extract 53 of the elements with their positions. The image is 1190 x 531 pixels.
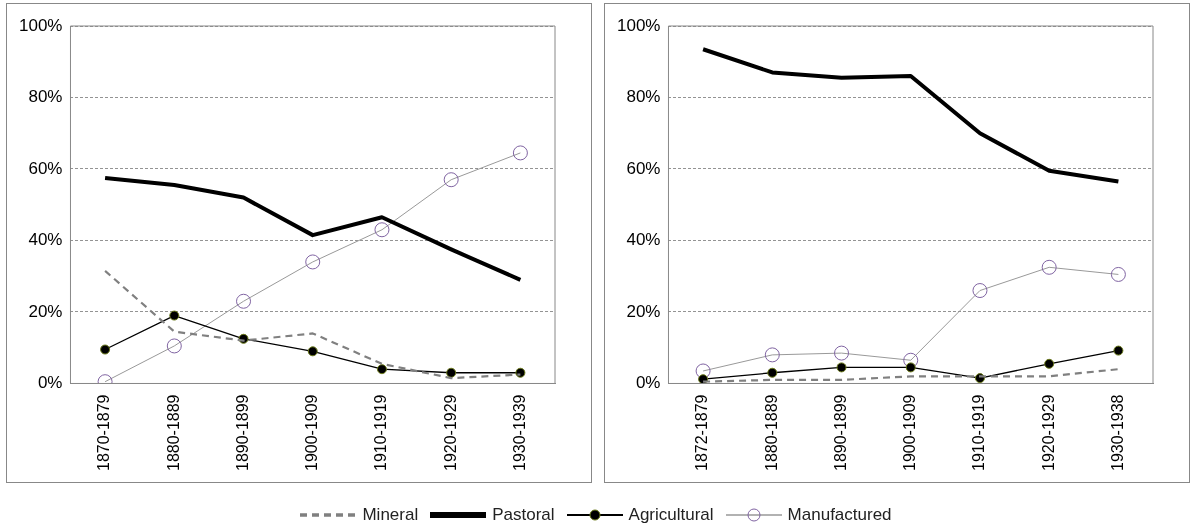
point bbox=[1044, 358, 1055, 369]
y-tick-label: 40% bbox=[28, 230, 63, 250]
x-tick-label: 1910-1919 bbox=[970, 394, 988, 471]
y-tick-label: 100% bbox=[617, 15, 661, 35]
x-tick-label: 1900-1909 bbox=[303, 394, 321, 471]
x-tick-label: 1920-1929 bbox=[1039, 394, 1057, 471]
point bbox=[764, 347, 780, 363]
y-tick-label: 100% bbox=[19, 15, 63, 35]
legend-label: Manufactured bbox=[787, 505, 892, 525]
point bbox=[836, 362, 847, 373]
y-tick-label: 20% bbox=[28, 301, 63, 321]
point bbox=[1113, 345, 1124, 356]
legend-label: Agricultural bbox=[628, 505, 714, 525]
y-tick-label: 0% bbox=[635, 373, 661, 393]
legend-label: Pastoral bbox=[492, 505, 555, 525]
point bbox=[236, 293, 252, 309]
point bbox=[1110, 266, 1126, 282]
x-tick-label: 1880-1889 bbox=[762, 394, 780, 471]
point bbox=[903, 352, 919, 368]
x-tick-label: 1920-1929 bbox=[441, 394, 459, 471]
point bbox=[695, 363, 711, 379]
point bbox=[307, 346, 318, 357]
point bbox=[169, 310, 180, 321]
point bbox=[446, 367, 457, 378]
point bbox=[443, 172, 459, 188]
legend-label: Mineral bbox=[362, 505, 419, 525]
y-tick-label: 80% bbox=[626, 87, 661, 107]
x-tick-label: 1890-1899 bbox=[233, 394, 251, 471]
x-tick-label: 1880-1889 bbox=[164, 394, 182, 471]
y-tick-label: 0% bbox=[37, 373, 63, 393]
x-tick-label: 1930-1938 bbox=[1108, 394, 1126, 471]
point bbox=[512, 145, 528, 161]
y-tick-label: 60% bbox=[28, 158, 63, 178]
x-tick-label: 1870-1879 bbox=[95, 394, 113, 471]
point bbox=[376, 364, 387, 375]
y-tick-label: 80% bbox=[28, 87, 63, 107]
point bbox=[834, 345, 850, 361]
point bbox=[972, 283, 988, 299]
y-tick-label: 60% bbox=[626, 158, 661, 178]
point bbox=[767, 367, 778, 378]
x-tick-label: 1900-1909 bbox=[901, 394, 919, 471]
x-tick-label: 1890-1899 bbox=[831, 394, 849, 471]
y-tick-label: 40% bbox=[626, 230, 661, 250]
point bbox=[1041, 259, 1057, 275]
point bbox=[305, 254, 321, 270]
x-tick-label: 1910-1919 bbox=[372, 394, 390, 471]
y-tick-label: 20% bbox=[626, 301, 661, 321]
point bbox=[905, 362, 916, 373]
x-tick-label: 1930-1939 bbox=[510, 394, 528, 471]
point bbox=[374, 222, 390, 238]
point bbox=[166, 338, 182, 354]
point bbox=[100, 344, 111, 355]
x-tick-label: 1872-1879 bbox=[693, 394, 711, 471]
